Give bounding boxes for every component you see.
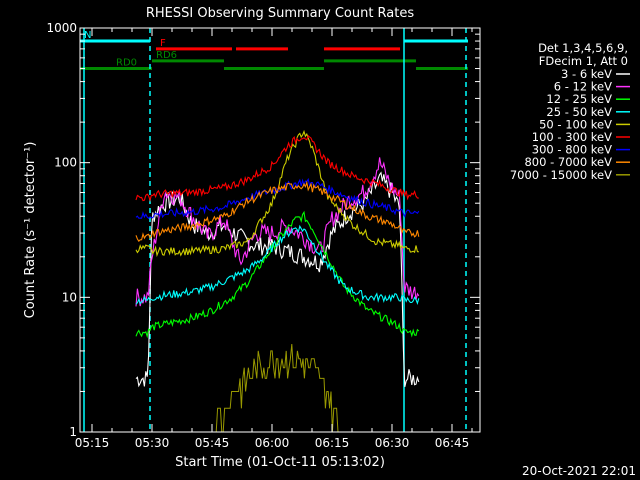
legend-header-0: Det 1,3,4,5,6,9,: [538, 41, 628, 55]
timestamp: 20-Oct-2021 22:01: [522, 464, 636, 478]
series-line-8: [212, 343, 344, 433]
series-line-3: [135, 224, 420, 305]
y-axis-label: Count Rate (s⁻¹ detector⁻¹): [23, 142, 38, 319]
y-tick-label-0: 1: [69, 425, 77, 439]
flare-span-label-0: F: [160, 38, 166, 49]
x-axis-label: Start Time (01-Oct-11 05:13:02): [175, 455, 385, 470]
attenuator-span-label-0: N: [84, 30, 91, 41]
x-tick-label-3: 06:00: [255, 436, 290, 450]
series-line-5: [135, 134, 419, 202]
legend-header-1: FDecim 1, Att 0: [539, 54, 628, 68]
chart-title: RHESSI Observing Summary Count Rates: [146, 6, 415, 21]
legend-entry-2: 12 - 25 keV: [546, 92, 612, 106]
series-line-2: [135, 210, 420, 339]
legend-entry-1: 6 - 12 keV: [554, 80, 612, 94]
decimation-span-label-0: RD0: [116, 58, 137, 69]
plot-area: N F RD0 RD6 05:15 05:30 05:45 06:00 06:15 06:30 06…: [46, 21, 481, 450]
x-tick-label-0: 05:15: [75, 436, 110, 450]
y-tick-label-3: 1000: [46, 21, 77, 35]
y-tick-label-1: 10: [62, 290, 77, 304]
x-tick-label-2: 05:45: [195, 436, 230, 450]
legend-entry-7: 800 - 7000 keV: [524, 155, 612, 169]
x-tick-label-4: 06:15: [315, 436, 350, 450]
legend: Det 1,3,4,5,6,9,FDecim 1, Att 03 - 6 keV…: [510, 41, 630, 182]
x-tick-label-5: 06:30: [375, 436, 410, 450]
legend-entry-6: 300 - 800 keV: [532, 143, 612, 157]
y-tick-label-2: 100: [54, 156, 77, 170]
plot-frame: [79, 27, 481, 433]
legend-entry-5: 100 - 300 keV: [532, 130, 612, 144]
legend-entry-3: 25 - 50 keV: [546, 105, 612, 119]
x-tick-label-1: 05:30: [135, 436, 170, 450]
legend-entry-4: 50 - 100 keV: [539, 117, 612, 131]
x-tick-label-6: 06:45: [435, 436, 470, 450]
legend-entry-0: 3 - 6 keV: [561, 67, 612, 81]
decimation-span-label-1: RD6: [156, 50, 177, 61]
series-line-7: [135, 180, 420, 242]
legend-entry-8: 7000 - 15000 keV: [510, 168, 612, 182]
